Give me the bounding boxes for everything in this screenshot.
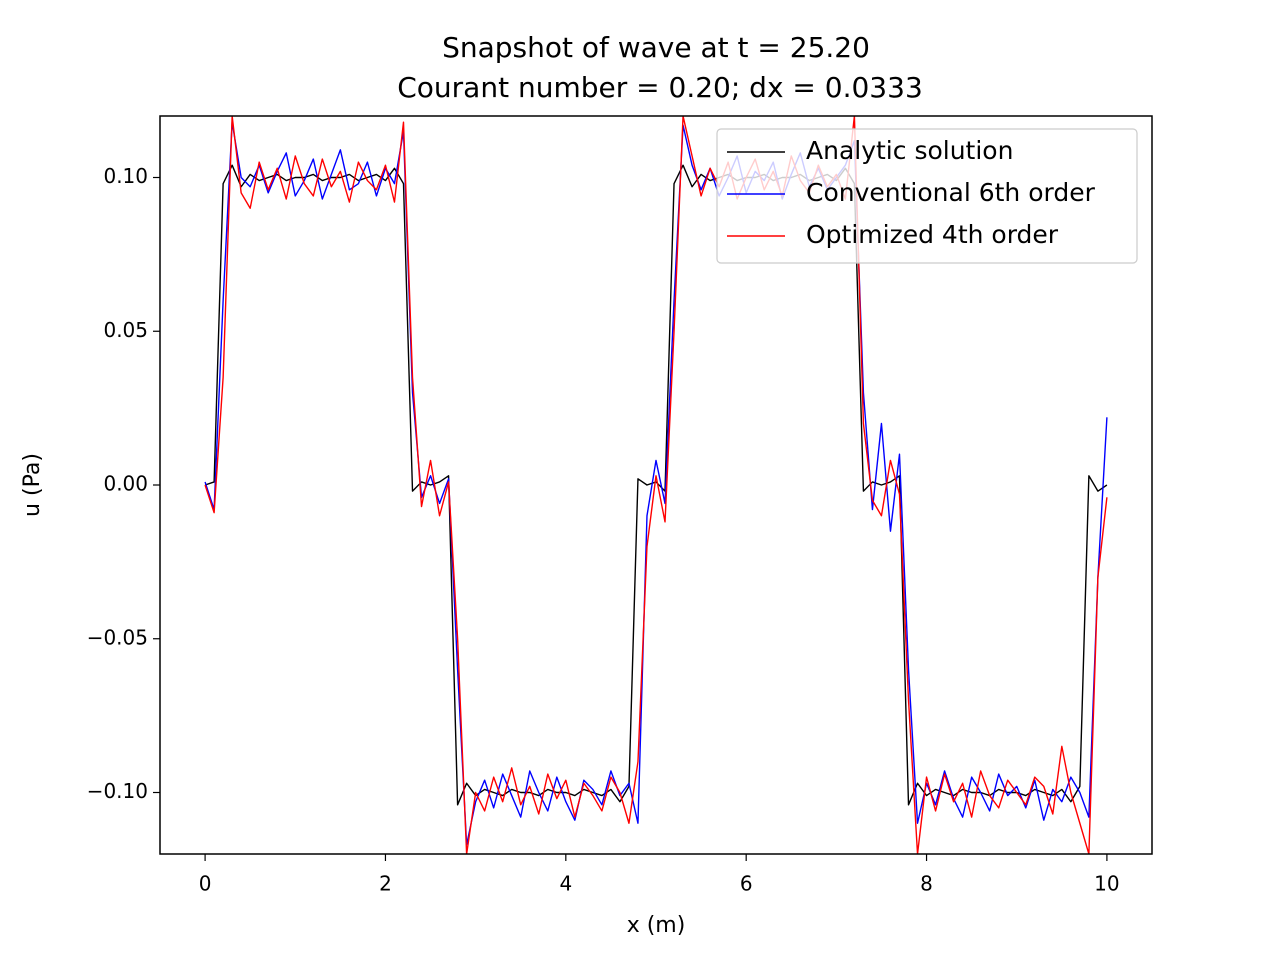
legend-label: Conventional 6th order <box>806 178 1096 207</box>
x-tick-label: 2 <box>379 872 392 896</box>
y-tick-label: −0.10 <box>87 779 148 803</box>
x-axis-label: x (m) <box>627 913 686 938</box>
x-tick-label: 6 <box>740 872 753 896</box>
y-tick-label: 0.00 <box>103 472 148 496</box>
y-tick-label: 0.10 <box>103 164 148 188</box>
legend-box <box>716 128 1138 264</box>
y-tick-label: −0.05 <box>87 625 148 649</box>
plot-lines <box>204 116 1108 854</box>
y-tick-label: 0.05 <box>103 318 148 342</box>
y-axis-label: u (Pa) <box>20 453 45 517</box>
chart-subtitle: Courant number = 0.20; dx = 0.0333 <box>397 71 923 104</box>
legend-label: Optimized 4th order <box>806 220 1059 249</box>
chart-title: Snapshot of wave at t = 25.20 <box>442 31 870 64</box>
x-tick-label: 8 <box>920 872 933 896</box>
x-tick-label: 10 <box>1094 872 1119 896</box>
legend-label: Analytic solution <box>806 136 1013 165</box>
series-line <box>204 116 1108 854</box>
series-line <box>204 121 1108 846</box>
x-tick-label: 4 <box>559 872 572 896</box>
x-tick-label: 0 <box>199 872 212 896</box>
legend: Analytic solution Conventional 6th order O… <box>716 128 1138 264</box>
